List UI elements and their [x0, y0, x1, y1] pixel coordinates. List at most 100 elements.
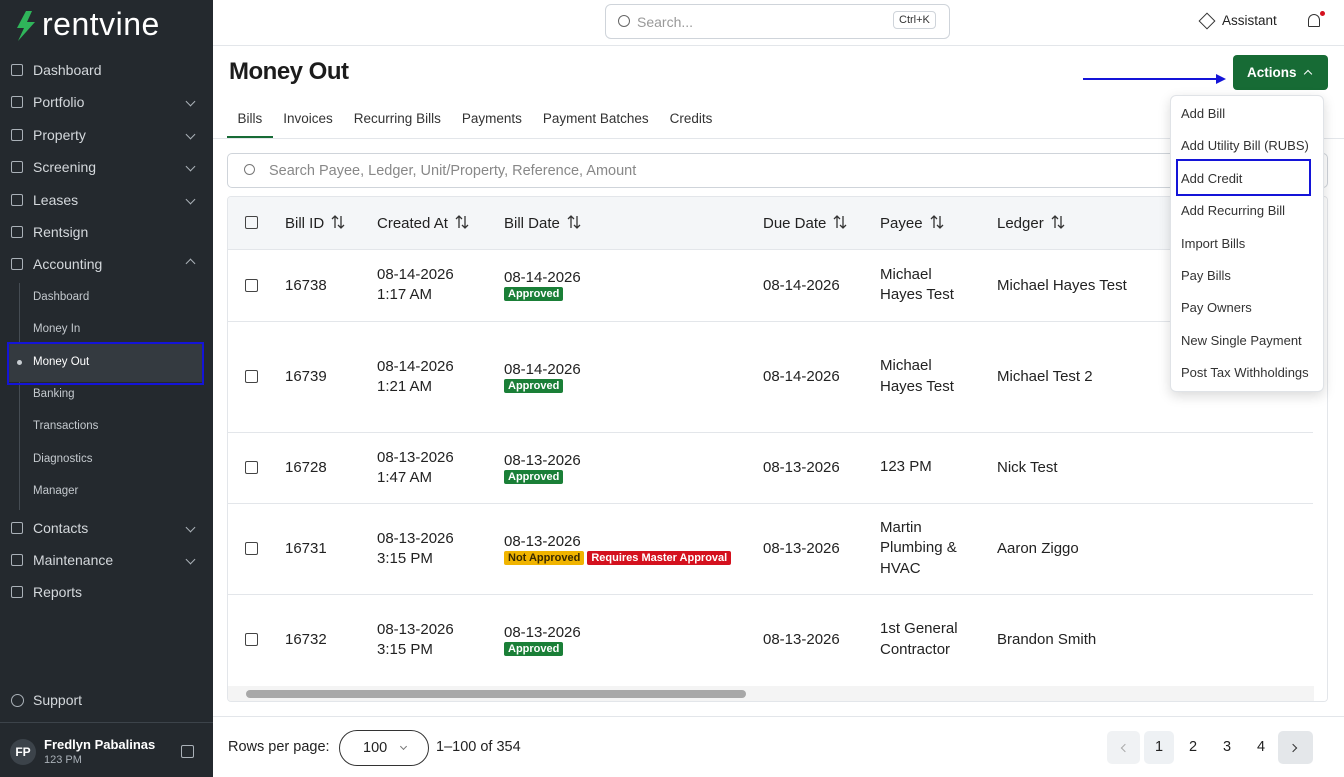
checkbox[interactable] — [245, 370, 258, 383]
tab[interactable]: Invoices — [283, 111, 333, 126]
menu-item[interactable]: Add Recurring Bill — [1181, 203, 1286, 219]
page-button[interactable]: 1 — [1144, 731, 1174, 764]
footer-border — [213, 716, 1344, 717]
rows-label: Rows per page: — [228, 739, 330, 755]
actions-button[interactable]: Actions — [1233, 55, 1328, 90]
sort-icon[interactable] — [331, 214, 345, 230]
nav-icon — [11, 193, 23, 206]
page-button[interactable]: 3 — [1222, 739, 1232, 755]
column-label: Created At — [377, 214, 448, 232]
highlight-box — [1176, 159, 1311, 196]
tab[interactable]: Payment Batches — [542, 111, 649, 126]
nav-item[interactable]: Leases — [33, 191, 79, 208]
nav-item[interactable]: Reports — [33, 584, 83, 601]
nav-icon — [11, 64, 23, 76]
chevron — [399, 742, 408, 751]
nav-item[interactable]: Property — [33, 126, 86, 143]
menu-item[interactable]: Add Utility Bill (RUBS) — [1181, 138, 1309, 154]
tab[interactable]: Recurring Bills — [353, 111, 441, 126]
bill-date-text: 08-14-2026 — [504, 269, 581, 286]
nav-item[interactable]: Dashboard — [33, 62, 102, 78]
nav-subitem[interactable]: Banking — [33, 388, 75, 400]
due-date: 08-13-2026 — [763, 631, 840, 649]
menu-item[interactable]: Post Tax Withholdings — [1181, 365, 1309, 381]
page-button[interactable]: 4 — [1256, 739, 1266, 755]
sort-icon[interactable] — [455, 214, 469, 230]
created-at: 08-13-2026 3:15 PM — [366, 503, 493, 594]
nav-subitem[interactable]: Money In — [33, 323, 81, 336]
header-row: Bill ID Created At Bill Date Due Date Payee L… — [228, 197, 1314, 249]
rows-select[interactable]: 100 — [339, 730, 429, 766]
checkbox[interactable] — [245, 278, 258, 292]
menu-item[interactable]: Add Credit — [1181, 170, 1243, 186]
annotation-arrow — [1083, 74, 1226, 84]
checkbox[interactable] — [245, 633, 258, 647]
table-container: Bill ID Created At Bill Date Due Date Payee L… — [227, 196, 1328, 702]
bell[interactable] — [1308, 14, 1320, 27]
nav-item[interactable]: Maintenance — [33, 552, 114, 568]
nav-item[interactable]: Rentsign — [33, 224, 89, 240]
h-scroll-thumb[interactable] — [246, 690, 746, 698]
menu-item[interactable]: Pay Owners — [1181, 300, 1252, 316]
payee: 1st General Contractor — [880, 620, 958, 658]
created-at: 08-13-2026 1:47 AM — [366, 432, 493, 503]
bill-date: 08-13-2026 Approved — [493, 432, 752, 503]
table-search[interactable]: Search Payee, Ledger, Unit/Property, Ref… — [227, 153, 1328, 188]
bill-date: 08-14-2026 Approved — [493, 249, 752, 321]
sort-icon[interactable] — [833, 214, 847, 230]
ledger: Michael Test 2 — [997, 368, 1093, 385]
due-date: 08-14-2026 — [763, 368, 840, 385]
badges: Approved — [504, 469, 752, 484]
menu-item[interactable]: New Single Payment — [1181, 332, 1302, 348]
page-button[interactable]: 2 — [1188, 739, 1198, 755]
created-at: 08-14-2026 1:21 AM — [366, 321, 493, 432]
column-label: Payee — [880, 214, 923, 232]
menu-item[interactable]: Import Bills — [1181, 235, 1246, 251]
checkbox[interactable] — [245, 542, 258, 555]
created-date: 08-13-2026 — [377, 620, 454, 638]
menu-item[interactable]: Pay Bills — [1181, 268, 1231, 283]
nav-subitem[interactable]: Transactions — [33, 420, 99, 433]
checkbox[interactable] — [245, 461, 258, 474]
nav-subitem[interactable]: Dashboard — [33, 290, 90, 303]
collapse-button[interactable] — [181, 745, 194, 758]
nav-item[interactable]: Screening — [33, 159, 97, 176]
sort-icon[interactable] — [1051, 214, 1065, 230]
sort-icon[interactable] — [930, 214, 944, 230]
sort-icon[interactable] — [567, 214, 581, 230]
table-row: 16738 08-14-2026 1:17 AM 08-14-2026 Approved… — [228, 249, 1314, 321]
checkbox[interactable] — [245, 216, 258, 230]
next-page[interactable] — [1278, 731, 1313, 764]
nav-subitem[interactable]: Money Out — [33, 355, 90, 368]
nav-subitem[interactable]: Manager — [33, 485, 79, 498]
prev-page[interactable] — [1107, 731, 1140, 764]
assistant[interactable]: Assistant — [1222, 13, 1277, 28]
table-row: 16732 08-13-2026 3:15 PM 08-13-2026 Approved… — [228, 594, 1314, 685]
created-date: 08-14-2026 — [377, 357, 454, 375]
menu-item[interactable]: Add Bill — [1181, 106, 1226, 121]
nav-item[interactable]: Contacts — [33, 519, 89, 536]
actions-label: Actions — [1247, 65, 1297, 80]
nav-icon — [11, 554, 23, 566]
assistant-icon[interactable] — [1198, 12, 1216, 30]
nav-subitem[interactable]: Diagnostics — [33, 452, 93, 465]
global-search[interactable]: Search... Ctrl+K — [605, 4, 950, 39]
tab[interactable]: Credits — [669, 111, 713, 126]
due-date: 08-13-2026 — [763, 540, 840, 557]
active-dot — [17, 359, 22, 365]
bill-date-text: 08-13-2026 — [504, 532, 581, 550]
nav-icon — [11, 258, 23, 271]
column-header: Due Date — [752, 197, 869, 249]
created-time: 1:21 AM — [377, 377, 433, 395]
badges: Approved — [504, 641, 752, 656]
nav-item[interactable]: Accounting — [33, 256, 103, 273]
search-icon — [244, 164, 255, 175]
nav-icon — [11, 96, 23, 109]
column-header: Bill ID — [274, 197, 366, 249]
support[interactable]: Support — [33, 692, 83, 708]
tab[interactable]: Bills — [227, 109, 273, 138]
tabs: Bills Invoices Recurring Bills Payments Paym… — [227, 109, 723, 138]
nav-item[interactable]: Portfolio — [33, 94, 85, 111]
created-time: 3:15 PM — [377, 640, 433, 658]
tab[interactable]: Payments — [461, 111, 522, 126]
